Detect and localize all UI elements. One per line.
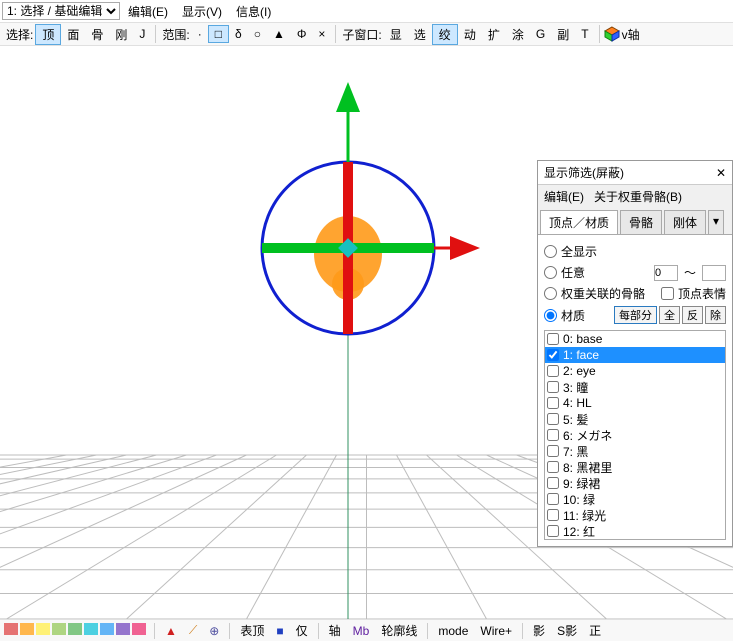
radio-any[interactable] xyxy=(544,266,557,279)
square-icon[interactable]: ■ xyxy=(272,624,287,638)
tri-red-icon[interactable]: ▲ xyxy=(161,624,181,638)
select-label: 选择: xyxy=(4,26,35,43)
outline-btn[interactable]: 轮廓线 xyxy=(377,622,421,639)
mb-btn[interactable]: Mb xyxy=(349,624,374,638)
panel-menu-about[interactable]: 关于权重骨骼(B) xyxy=(594,188,682,205)
btn-invert[interactable]: 反 xyxy=(682,306,703,324)
radio-material[interactable] xyxy=(544,309,557,322)
check-vertex-expr[interactable] xyxy=(661,287,674,300)
list-item[interactable]: 6: メガネ xyxy=(545,427,725,443)
wire-btn[interactable]: Wire+ xyxy=(476,624,516,638)
cw-paint-btn[interactable]: 涂 xyxy=(506,25,530,44)
list-item[interactable]: 7: 黑 xyxy=(545,443,725,459)
btn-each-part[interactable]: 每部分 xyxy=(614,306,657,324)
range-delta-btn[interactable]: δ xyxy=(229,26,248,42)
cw-sub-btn[interactable]: 副 xyxy=(551,25,575,44)
list-item[interactable]: 2: eye xyxy=(545,363,725,379)
list-item[interactable]: 4: HL xyxy=(545,395,725,411)
statusbar: ▲ ⟋ ⊕ 表顶 ■ 仅 轴 Mb 轮廓线 mode Wire+ 影 S影 正 xyxy=(0,619,733,641)
range-label: 范围: xyxy=(160,26,191,43)
axis-btn[interactable]: 轴 xyxy=(325,622,345,639)
cw-expand-btn[interactable]: 扩 xyxy=(482,25,506,44)
toolbar: 选择: 顶 面 骨 刚 J 范围: · □ δ ○ ▲ Φ × 子窗口: 显 选… xyxy=(0,22,733,46)
list-item[interactable]: 8: 黑裙里 xyxy=(545,459,725,475)
range-circle-btn[interactable]: ○ xyxy=(248,26,267,42)
only-btn[interactable]: 仅 xyxy=(292,622,312,639)
select-j-btn[interactable]: J xyxy=(133,26,151,42)
menu-view[interactable]: 显示(V) xyxy=(176,1,228,22)
cw-twist-btn[interactable]: 绞 xyxy=(432,24,458,45)
range-phi-btn[interactable]: Φ xyxy=(291,26,313,42)
tab-bone[interactable]: 骨骼 xyxy=(620,210,662,234)
select-face-btn[interactable]: 面 xyxy=(61,25,85,44)
list-item[interactable]: 11: 绿光 xyxy=(545,507,725,523)
reticle-icon[interactable]: ⊕ xyxy=(205,624,223,638)
select-bone-btn[interactable]: 骨 xyxy=(85,25,109,44)
surface-btn[interactable]: 表顶 xyxy=(236,622,268,639)
dash-icon[interactable]: ⟋ xyxy=(185,623,201,638)
range-tri-btn[interactable]: ▲ xyxy=(267,26,291,42)
sshadow-btn[interactable]: S影 xyxy=(553,622,581,639)
tab-more[interactable]: ▾ xyxy=(708,210,724,234)
mode-select[interactable]: 1: 选择 / 基础编辑 xyxy=(2,2,120,20)
list-item[interactable]: 9: 绿裙 xyxy=(545,475,725,491)
list-item[interactable]: 3: 瞳 xyxy=(545,379,725,395)
list-item[interactable]: 0: base xyxy=(545,331,725,347)
shadow-btn[interactable]: 影 xyxy=(529,622,549,639)
range-x-btn[interactable]: × xyxy=(312,26,331,42)
tab-rigid[interactable]: 刚体 xyxy=(664,210,706,234)
btn-remove[interactable]: 除 xyxy=(705,306,726,324)
color-swatches[interactable] xyxy=(4,623,148,638)
select-rigid-btn[interactable]: 刚 xyxy=(109,25,133,44)
tab-vertex-material[interactable]: 顶点／材质 xyxy=(540,210,618,234)
list-item[interactable]: 1: face xyxy=(545,347,725,363)
any-from-input[interactable] xyxy=(654,265,678,281)
cw-show-btn[interactable]: 显 xyxy=(384,25,408,44)
cw-t-btn[interactable]: T xyxy=(575,26,594,42)
menu-info[interactable]: 信息(I) xyxy=(230,1,277,22)
panel-tabs: 顶点／材质 骨骼 刚体 ▾ xyxy=(538,210,732,235)
menu-edit[interactable]: 编辑(E) xyxy=(122,1,174,22)
btn-all[interactable]: 全 xyxy=(659,306,680,324)
close-icon[interactable]: ✕ xyxy=(716,166,726,180)
material-list[interactable]: 0: base1: face2: eye3: 瞳4: HL5: 髪6: メガネ7… xyxy=(544,330,726,540)
list-item[interactable]: 5: 髪 xyxy=(545,411,725,427)
any-to-input[interactable] xyxy=(702,265,726,281)
cw-g-btn[interactable]: G xyxy=(530,26,551,42)
normal-btn[interactable]: 正 xyxy=(585,622,605,639)
cw-move-btn[interactable]: 动 xyxy=(458,25,482,44)
panel-menu-edit[interactable]: 编辑(E) xyxy=(544,188,584,205)
list-item[interactable]: 12: 红 xyxy=(545,523,725,539)
axis-label: v轴 xyxy=(620,26,642,43)
panel-title: 显示筛选(屏蔽) xyxy=(544,164,624,181)
list-item[interactable]: 10: 绿 xyxy=(545,491,725,507)
select-vertex-btn[interactable]: 顶 xyxy=(35,24,61,45)
radio-all[interactable] xyxy=(544,245,557,258)
childwin-label: 子窗口: xyxy=(340,26,383,43)
range-rect-btn[interactable]: □ xyxy=(208,25,229,43)
radio-weight-bone[interactable] xyxy=(544,287,557,300)
cube-icon[interactable] xyxy=(604,26,620,42)
filter-panel: 显示筛选(屏蔽) ✕ 编辑(E) 关于权重骨骼(B) 顶点／材质 骨骼 刚体 ▾… xyxy=(537,160,733,547)
range-dot-btn[interactable]: · xyxy=(192,26,208,42)
menubar: 1: 选择 / 基础编辑 编辑(E) 显示(V) 信息(I) xyxy=(0,0,733,22)
cw-select-btn[interactable]: 选 xyxy=(408,25,432,44)
mode-btn[interactable]: mode xyxy=(434,624,472,638)
